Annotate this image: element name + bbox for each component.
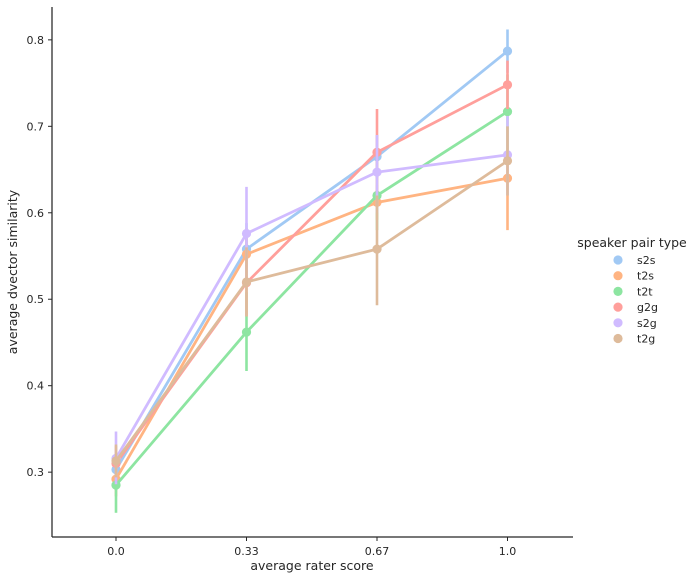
y-tick-label: 0.8	[27, 34, 45, 47]
series-line	[114, 159, 509, 462]
plot-area	[111, 29, 513, 513]
data-point	[111, 456, 121, 466]
series-g2g	[111, 60, 513, 480]
legend-marker	[613, 333, 623, 344]
y-tick-label: 0.4	[27, 380, 45, 393]
series-t2t	[111, 74, 513, 513]
x-axis-label: average rater score	[250, 558, 374, 573]
legend-marker	[613, 302, 623, 312]
data-point	[241, 277, 252, 287]
series-t2g	[111, 126, 513, 478]
legend-label: t2t	[637, 285, 653, 298]
x-tick-label: 0.0	[107, 545, 125, 558]
legend-title: speaker pair type	[577, 235, 687, 250]
series-line	[114, 83, 509, 465]
series-s2g	[111, 115, 513, 485]
legend-marker	[613, 255, 623, 265]
data-point	[372, 244, 382, 254]
legend-marker	[613, 286, 623, 296]
legend-label: s2s	[637, 254, 656, 267]
legend-marker	[613, 271, 623, 281]
data-point	[502, 156, 513, 166]
series-s2s	[111, 29, 513, 481]
x-tick-label: 1.0	[499, 545, 517, 558]
y-tick-label: 0.3	[27, 466, 45, 479]
data-point	[241, 327, 252, 337]
y-tick-label: 0.5	[27, 293, 45, 306]
legend-marker	[613, 318, 623, 328]
data-point	[111, 480, 121, 490]
data-point	[502, 107, 513, 117]
data-point	[502, 46, 513, 56]
legend-label: t2g	[637, 333, 655, 346]
x-tick-label: 0.33	[234, 545, 259, 558]
series-t2s	[111, 126, 513, 497]
x-tick-label: 0.67	[365, 545, 390, 558]
series-line	[114, 176, 508, 480]
legend-label: s2g	[637, 317, 657, 330]
y-axis-label: average dvector similarity	[5, 189, 20, 354]
y-tick-label: 0.6	[27, 207, 45, 220]
legend-label: t2s	[637, 270, 654, 283]
legend: speaker pair type s2s t2s t2t g2g s2g t2g	[577, 235, 687, 346]
axes-spines	[51, 7, 573, 538]
data-point	[372, 167, 382, 177]
x-tick-labels: 0.0 0.33 0.67 1.0	[107, 537, 516, 558]
series-line	[114, 110, 509, 487]
legend-label: g2g	[637, 301, 658, 314]
y-tick-label: 0.7	[27, 120, 45, 133]
y-tick-labels: 0.3 0.4 0.5 0.6 0.7 0.8	[27, 34, 52, 479]
data-point	[241, 228, 252, 239]
series-line	[114, 153, 508, 460]
data-point	[502, 80, 513, 90]
